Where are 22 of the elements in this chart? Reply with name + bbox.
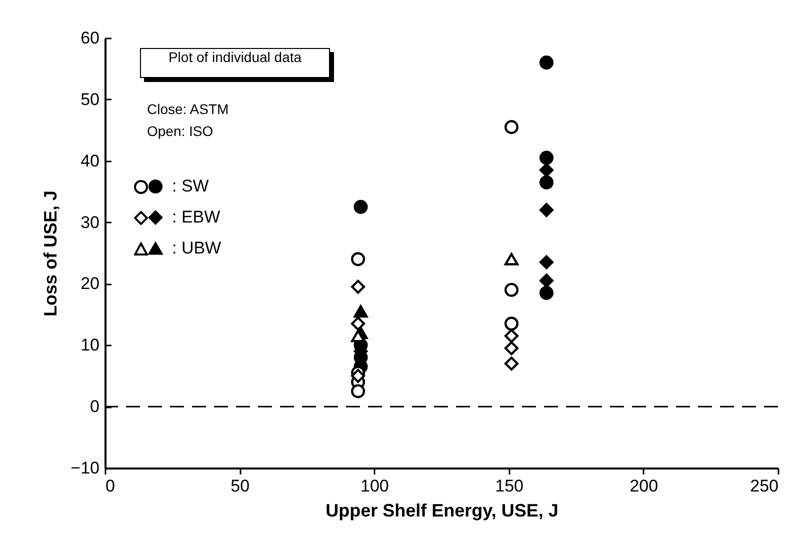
x-tick-label: 250	[750, 476, 778, 496]
x-tick-label: 150	[495, 476, 524, 496]
y-tick-label: 30	[80, 212, 100, 232]
x-tick-label: 100	[360, 476, 389, 496]
legend-label: : SW	[172, 176, 209, 196]
annotation: Close: ASTM	[147, 101, 229, 117]
y-tick-label: −10	[70, 458, 100, 478]
annotation: Open: ISO	[147, 123, 214, 139]
y-tick-label: 20	[80, 274, 100, 294]
y-tick-label: 40	[80, 151, 100, 170]
x-tick-label: 200	[630, 476, 658, 496]
y-tick-label: 60	[80, 28, 100, 48]
y-tick-label: 10	[80, 336, 100, 355]
y-tick-label: 0	[90, 397, 100, 416]
annotation: Plot of individual data	[140, 48, 330, 78]
x-axis-title: Upper Shelf Energy, USE, J	[326, 500, 558, 520]
y-axis-title: Loss of USE, J	[40, 190, 61, 317]
legend-label: : EBW	[172, 208, 220, 226]
legend-label: : UBW	[172, 238, 222, 258]
y-tick-label: 50	[80, 90, 100, 109]
x-tick-label: 0	[106, 476, 115, 496]
x-tick-label: 50	[230, 476, 250, 496]
